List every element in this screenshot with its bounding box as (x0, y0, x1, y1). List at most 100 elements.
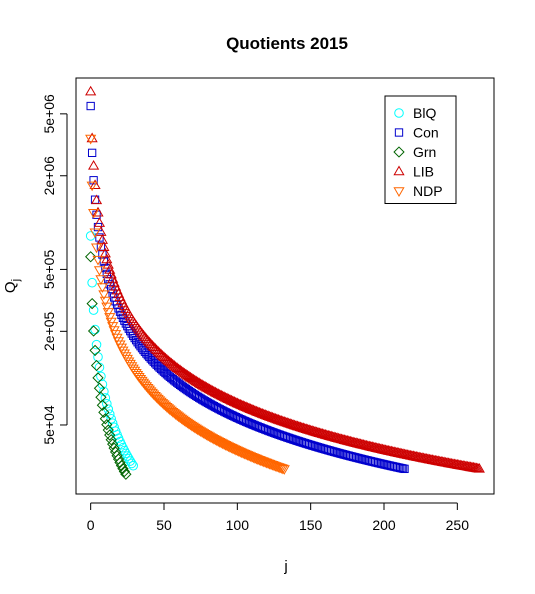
data-point (214, 388, 226, 399)
data-point (252, 406, 264, 416)
data-point (107, 273, 119, 283)
data-point (239, 400, 251, 411)
data-point (264, 410, 276, 421)
data-point (206, 385, 218, 395)
data-point (198, 380, 210, 390)
data-point (90, 243, 103, 254)
legend-marker (394, 128, 404, 137)
data-point (96, 399, 109, 411)
data-point (180, 368, 192, 379)
data-point (108, 277, 120, 287)
legend-marker (393, 146, 405, 158)
data-point (199, 380, 211, 391)
data-point (269, 413, 282, 423)
data-point (196, 379, 208, 389)
data-point (187, 373, 199, 384)
data-point (85, 251, 97, 263)
data-point (246, 403, 258, 414)
data-point (224, 394, 236, 404)
chart-title: Quotients 2015 (226, 34, 348, 53)
data-point (228, 396, 240, 406)
data-point (89, 228, 101, 239)
data-point (225, 394, 238, 405)
data-point (93, 352, 103, 362)
data-point (212, 388, 224, 398)
y-tick-label: 2e+06 (41, 156, 57, 196)
y-tick-label: 2e+05 (41, 311, 57, 351)
series-grn (85, 251, 132, 480)
y-tick-label: 5e+04 (41, 405, 57, 445)
data-point (266, 411, 279, 422)
data-point (86, 101, 95, 111)
y-tick-label: 5e+06 (41, 94, 57, 134)
data-point (90, 194, 103, 205)
data-point (189, 374, 201, 385)
legend-label: BlQ (413, 105, 436, 121)
data-points (85, 85, 485, 480)
data-point (153, 361, 163, 371)
data-point (129, 331, 138, 340)
data-point (85, 231, 96, 241)
data-point (124, 453, 134, 464)
data-point (177, 366, 189, 377)
data-point (105, 280, 114, 289)
data-point (120, 468, 132, 480)
x-tick-label: 100 (226, 517, 250, 533)
data-point (95, 275, 107, 285)
data-point (105, 268, 117, 279)
data-point (262, 410, 274, 420)
data-point (233, 398, 245, 408)
legend-label: LIB (413, 164, 434, 180)
data-point (211, 387, 223, 398)
data-point (99, 413, 111, 425)
data-point (98, 290, 110, 301)
data-point (259, 409, 271, 419)
plot-box (75, 77, 495, 495)
data-point (88, 209, 100, 219)
x-tick-label: 150 (299, 517, 323, 533)
data-point (218, 391, 230, 401)
data-point (203, 383, 216, 394)
legend-marker (393, 187, 405, 197)
data-point (100, 393, 111, 403)
data-point (215, 389, 227, 400)
data-point (107, 438, 119, 450)
data-point (85, 85, 97, 96)
data-point (178, 367, 191, 378)
data-point (243, 402, 255, 413)
data-point (88, 159, 100, 170)
data-point (244, 403, 257, 413)
data-point (89, 179, 101, 190)
data-point (148, 355, 157, 365)
data-point (227, 395, 239, 406)
data-point (105, 434, 117, 446)
data-point (125, 456, 136, 466)
data-point (146, 354, 155, 363)
data-point (102, 308, 114, 318)
data-point (242, 402, 254, 412)
data-point (256, 408, 268, 418)
legend-marker (394, 108, 404, 118)
data-point (117, 462, 129, 475)
data-point (149, 357, 158, 366)
data-point (118, 465, 131, 478)
data-point (102, 424, 114, 436)
data-point (101, 302, 113, 313)
data-point (265, 411, 277, 422)
data-point (92, 206, 104, 217)
data-point (106, 414, 116, 424)
data-point (90, 359, 103, 372)
data-point (91, 339, 102, 350)
data-point (130, 333, 139, 343)
data-point (217, 390, 229, 401)
data-point (96, 283, 108, 293)
data-point (261, 409, 273, 420)
data-point (119, 445, 130, 456)
data-point (236, 399, 248, 410)
legend-marker (393, 165, 405, 176)
legend-label: NDP (413, 183, 443, 199)
data-point (86, 297, 98, 310)
series-ndp (85, 134, 290, 475)
data-point (110, 281, 122, 291)
data-point (101, 418, 113, 431)
